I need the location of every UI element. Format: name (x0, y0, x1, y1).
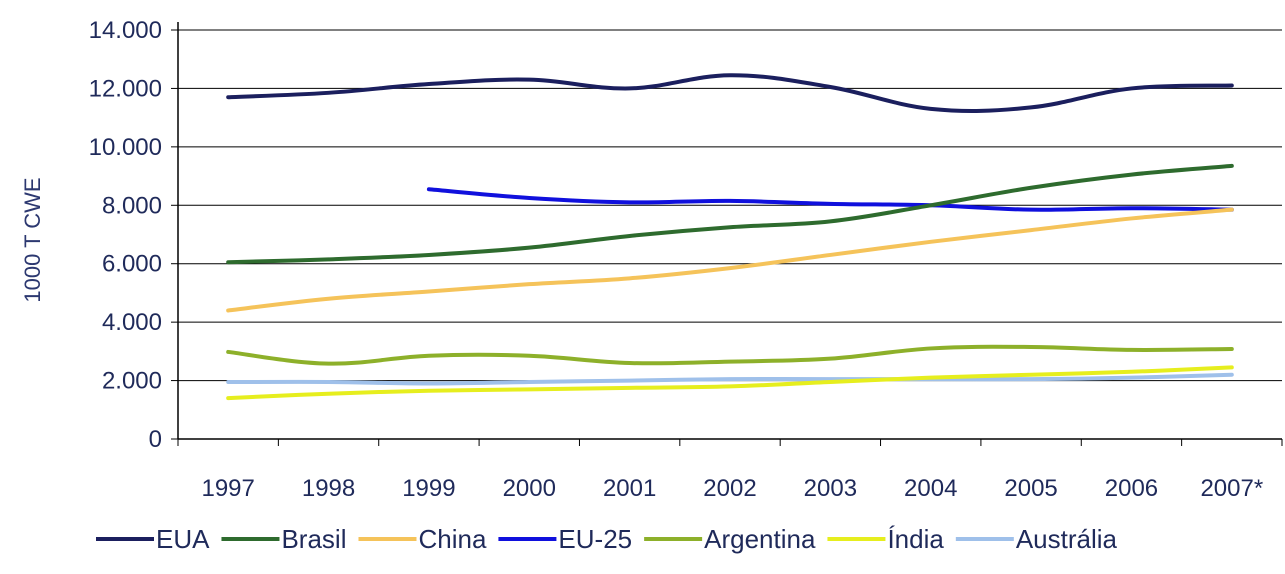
x-tick-label: 1997 (201, 475, 254, 502)
series-line-india (226, 365, 1234, 401)
x-tick-label: 2000 (503, 475, 556, 502)
series-line-eua (226, 73, 1234, 113)
gridlines (178, 29, 1282, 382)
y-axis-title: 1000 T CWE (20, 177, 45, 302)
y-tick-label: 12.000 (89, 75, 162, 102)
series-line-eu-25 (426, 187, 1234, 212)
x-tick-label: 2005 (1004, 475, 1057, 502)
x-tick-label: 1999 (402, 475, 455, 502)
x-tick-label: 1998 (302, 475, 355, 502)
series-line-argentina (226, 344, 1234, 366)
y-tick-label: 4.000 (102, 309, 162, 336)
legend-label-eu-25: EU-25 (558, 524, 632, 554)
legend-label-brasil: Brasil (281, 524, 346, 554)
legend-label-argentina: Argentina (704, 524, 816, 554)
legend-label-india: Índia (887, 524, 944, 554)
legend-label-eua: EUA (156, 524, 210, 554)
x-tick-label: 2003 (804, 475, 857, 502)
y-tick-label: 2.000 (102, 368, 162, 395)
x-tick-label: 2006 (1105, 475, 1158, 502)
series-line-china (226, 207, 1234, 313)
legend-label-australia: Austrália (1016, 524, 1118, 554)
y-tick-labels: 0 2.000 4.000 6.000 8.000 10.000 12.000 14.000 (89, 17, 162, 453)
series-lines (226, 73, 1234, 401)
y-tick-label: 8.000 (102, 192, 162, 219)
series-line-brasil (226, 163, 1234, 265)
x-tick-label: 2002 (703, 475, 756, 502)
x-tick-label: 2004 (904, 475, 957, 502)
x-tick-labels: 1997 1998 1999 2000 2001 2002 2003 2004 2005 2006… (201, 475, 1263, 502)
y-tick-label: 10.000 (89, 134, 162, 161)
x-tick-label: 2001 (603, 475, 656, 502)
legend: EUA Brasil China EU-25 Argentina Índia Austrál… (96, 524, 1118, 554)
y-tick-label: 0 (149, 426, 162, 453)
series-line-australia (226, 372, 1234, 386)
axes (171, 22, 1283, 446)
x-tick-label: 2007* (1200, 475, 1263, 502)
legend-label-china: China (418, 524, 486, 554)
y-tick-label: 6.000 (102, 251, 162, 278)
y-tick-label: 14.000 (89, 17, 162, 44)
